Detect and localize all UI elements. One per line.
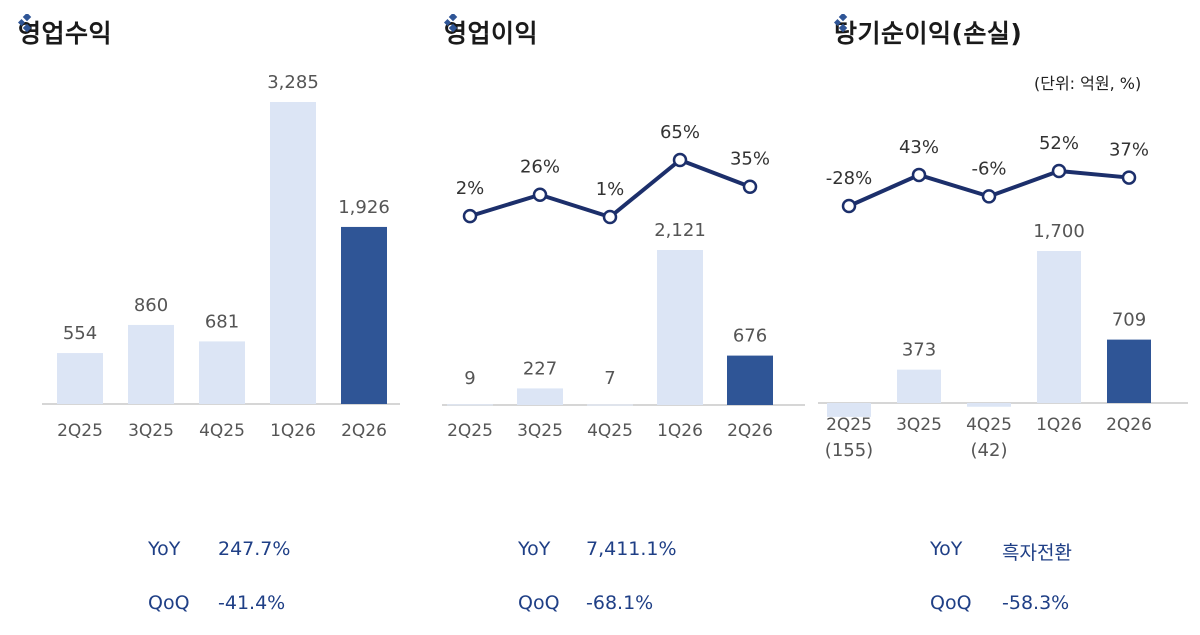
bar-2q25 (447, 404, 493, 406)
margin-point (532, 187, 548, 202)
qoq-label: QoQ (930, 592, 972, 614)
bar-1q26 (270, 102, 316, 404)
yoy-value: 247.7% (218, 538, 291, 560)
net-income-title-row: 당기순이익(손실) (834, 14, 1022, 50)
value-label: 1,926 (338, 197, 390, 218)
value-label: (42) (971, 440, 1008, 461)
yoy-label: YoY (148, 538, 181, 560)
qoq-value: -58.3% (1002, 592, 1070, 614)
tick-label: 1Q26 (1036, 415, 1082, 435)
qoq-label: QoQ (148, 592, 190, 614)
bar-3q25 (517, 388, 563, 405)
value-label: 554 (63, 323, 97, 344)
margin-label: 37% (1109, 140, 1149, 161)
tick-label: 4Q25 (966, 415, 1012, 435)
operating-income-panel: 영업이익 2Q25 9 3Q25 227 4Q25 7 1Q26 2,121 2Q26 676 2%… (410, 0, 810, 635)
unit-label: (단위: 억원, %) (1034, 74, 1142, 93)
margin-label: -6% (971, 158, 1006, 179)
bar-3q25 (897, 369, 941, 403)
tick-label: 1Q26 (270, 421, 316, 441)
revenue-title-row: 영업수익 (18, 14, 112, 50)
tick-label: 2Q26 (341, 421, 387, 441)
bar-1q26 (1037, 251, 1081, 403)
net-income-title: 당기순이익(손실) (834, 19, 1023, 48)
margin-point (911, 167, 927, 183)
value-label: 9 (464, 368, 475, 389)
value-label: 373 (902, 340, 936, 361)
qoq-label: QoQ (518, 592, 560, 614)
revenue-panel: 영업수익 2Q25 554 3Q25 860 4Q25 681 1Q26 3,285 2Q26 1… (0, 0, 400, 635)
tick-label: 2Q25 (826, 415, 872, 435)
revenue-chart: 2Q25 554 3Q25 860 4Q25 681 1Q26 3,285 2Q26 1,926 (42, 72, 400, 441)
net-income-panel: 당기순이익(손실) (단위: 억원, %) 2Q25 (155) 3Q25 373 4Q… (800, 0, 1200, 635)
bar-2q26 (341, 226, 387, 404)
yoy-value: 7,411.1% (586, 538, 677, 560)
diamond-cluster-icon (834, 14, 848, 32)
bar-4q25 (967, 403, 1011, 407)
yoy-label: YoY (930, 538, 963, 560)
tick-label: 4Q25 (587, 421, 633, 441)
margin-point (841, 198, 857, 214)
operating-income-title-row: 영업이익 (444, 14, 538, 50)
tick-label: 3Q25 (896, 415, 942, 435)
margin-point (672, 152, 688, 168)
value-label: 860 (134, 295, 168, 316)
margin-label: 35% (730, 149, 770, 170)
value-label: 681 (205, 311, 239, 332)
diamond-cluster-icon (444, 14, 458, 32)
value-label: 3,285 (267, 72, 319, 93)
net-income-chart: 2Q25 (155) 3Q25 373 4Q25 (42) 1Q26 1,700 2Q26 709… (818, 133, 1188, 461)
operating-income-chart: 2Q25 9 3Q25 227 4Q25 7 1Q26 2,121 2Q26 676 2% 26% 1%… (442, 122, 805, 441)
bar-4q25 (199, 341, 245, 404)
tick-label: 1Q26 (657, 421, 703, 441)
bar-2q26 (727, 355, 773, 405)
margin-label: 65% (660, 122, 700, 143)
margin-point (602, 209, 618, 225)
tick-label: 3Q25 (128, 421, 174, 441)
value-label: 676 (733, 326, 767, 347)
tick-label: 2Q25 (447, 421, 493, 441)
tick-label: 2Q26 (727, 421, 773, 441)
margin-point (981, 189, 997, 204)
bar-2q25 (57, 353, 103, 404)
diamond-cluster-icon (18, 14, 32, 32)
margin-label: -28% (826, 168, 873, 189)
bar-2q25 (827, 403, 871, 417)
tick-label: 2Q25 (57, 421, 103, 441)
tick-label: 4Q25 (199, 421, 245, 441)
qoq-value: -68.1% (586, 592, 654, 614)
value-label: 7 (604, 368, 615, 389)
margin-label: 2% (456, 178, 485, 199)
margin-label: 26% (520, 157, 560, 178)
value-label: (155) (825, 440, 873, 461)
value-label: 709 (1112, 310, 1146, 331)
margin-label: 52% (1039, 133, 1079, 154)
value-label: 227 (523, 358, 557, 379)
revenue-title: 영업수익 (18, 19, 113, 48)
yoy-value: 흑자전환 (1002, 542, 1072, 564)
yoy-label: YoY (518, 538, 551, 560)
margin-label: 1% (596, 179, 625, 200)
value-label: 2,121 (654, 220, 706, 241)
tick-label: 3Q25 (517, 421, 563, 441)
margin-point (1051, 163, 1067, 179)
margin-point (742, 179, 758, 194)
qoq-value: -41.4% (218, 592, 286, 614)
bar-1q26 (657, 250, 703, 405)
margin-point (1121, 170, 1137, 185)
bar-4q25 (587, 404, 633, 406)
tick-label: 2Q26 (1106, 415, 1152, 435)
bar-2q26 (1107, 339, 1151, 403)
margin-point (462, 208, 478, 224)
bar-3q25 (128, 324, 174, 404)
operating-income-title: 영업이익 (444, 19, 539, 48)
margin-label: 43% (899, 137, 939, 158)
value-label: 1,700 (1033, 221, 1085, 242)
